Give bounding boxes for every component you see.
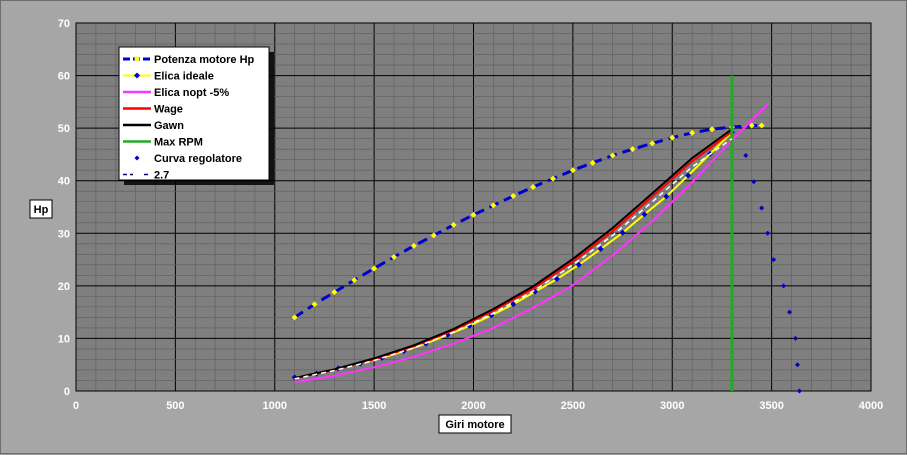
data-point xyxy=(589,159,596,166)
data-point xyxy=(470,211,477,218)
data-point xyxy=(641,211,648,218)
legend-label: Max RPM xyxy=(154,137,203,149)
y-tick-label: 70 xyxy=(58,18,70,30)
data-point xyxy=(351,277,358,284)
data-point xyxy=(748,122,755,129)
y-tick-label: 30 xyxy=(58,228,70,240)
data-point xyxy=(765,230,771,236)
data-point xyxy=(794,362,800,368)
y-tick-label: 10 xyxy=(58,333,70,345)
data-point xyxy=(781,283,787,289)
y-axis-title: Hp xyxy=(29,199,53,219)
x-tick-label: 3500 xyxy=(759,400,783,412)
legend-label: Curva regolatore xyxy=(154,153,242,165)
legend-entry: Curva regolatore xyxy=(134,153,242,165)
x-tick-label: 3000 xyxy=(660,400,684,412)
data-point xyxy=(510,301,517,308)
series-7 xyxy=(294,138,733,380)
y-axis-title-text: Hp xyxy=(34,204,49,216)
x-tick-label: 1500 xyxy=(362,400,386,412)
x-tick-label: 1000 xyxy=(263,400,287,412)
series-line xyxy=(294,138,733,380)
x-tick-label: 2000 xyxy=(461,400,485,412)
x-tick-label: 500 xyxy=(166,400,184,412)
x-tick-label: 2500 xyxy=(561,400,585,412)
data-point xyxy=(371,265,378,272)
y-tick-label: 20 xyxy=(58,281,70,293)
series-line xyxy=(294,128,733,379)
axis-layer: 0 500 1000 1500 2000 2500 3000 3500 4000 0 10 20 30 4… xyxy=(58,18,883,412)
x-tick-label: 4000 xyxy=(859,400,883,412)
y-tick-label: 50 xyxy=(58,123,70,135)
x-axis-title-text: Giri motore xyxy=(445,419,504,431)
data-point xyxy=(530,184,537,191)
data-point xyxy=(597,246,604,253)
legend-label: Wage xyxy=(154,104,183,116)
data-point xyxy=(709,126,715,133)
legend: Potenza motore Hp Elica ideale Elica nopt … xyxy=(118,46,274,185)
y-tick-label: 60 xyxy=(58,71,70,83)
data-point xyxy=(291,314,298,321)
legend-marker xyxy=(134,72,140,79)
data-point xyxy=(771,257,777,263)
data-point xyxy=(663,193,670,200)
data-point xyxy=(619,229,626,236)
legend-entry: Max RPM xyxy=(123,137,203,149)
data-point xyxy=(550,175,556,182)
data-point xyxy=(689,129,696,136)
series-4 xyxy=(294,128,733,379)
legend-box xyxy=(118,46,270,181)
legend-label: Potenza motore Hp xyxy=(154,54,255,66)
legend-entry: Elica nopt -5% xyxy=(123,87,229,99)
data-point xyxy=(490,202,497,209)
data-point xyxy=(510,192,517,199)
data-point xyxy=(430,232,437,239)
legend-label: Elica ideale xyxy=(154,71,214,83)
legend-items: Potenza motore Hp Elica ideale Elica nopt … xyxy=(123,54,255,182)
legend-entry: 2.7 xyxy=(123,170,169,182)
data-point xyxy=(450,221,457,228)
series-2 xyxy=(294,103,769,384)
data-point xyxy=(575,261,582,268)
data-point xyxy=(751,179,757,185)
data-point xyxy=(410,242,417,249)
legend-entry: Wage xyxy=(123,104,183,116)
legend-entry: Elica ideale xyxy=(123,71,214,83)
y-tick-label: 40 xyxy=(58,176,70,188)
legend-label: Gawn xyxy=(154,120,184,132)
data-point xyxy=(569,167,576,174)
data-point xyxy=(792,335,798,341)
data-point xyxy=(609,152,616,159)
legend-entry: Potenza motore Hp xyxy=(123,54,255,66)
data-point xyxy=(391,253,397,260)
data-point xyxy=(787,309,793,315)
legend-entry: Gawn xyxy=(123,120,184,132)
data-point xyxy=(743,152,749,158)
data-point xyxy=(759,205,765,211)
data-point xyxy=(629,146,636,153)
series-6 xyxy=(743,152,802,394)
legend-label: Elica nopt -5% xyxy=(154,87,229,99)
data-point xyxy=(669,134,676,141)
plot-frame xyxy=(75,22,872,392)
legend-marker xyxy=(134,155,140,161)
series-layer xyxy=(291,75,802,394)
x-tick-label: 0 xyxy=(73,400,79,412)
data-point xyxy=(553,276,560,283)
legend-marker xyxy=(134,56,140,62)
data-point xyxy=(331,289,338,296)
y-tick-label: 0 xyxy=(64,386,70,398)
data-point xyxy=(311,301,318,308)
x-axis-title: Giri motore xyxy=(438,414,512,434)
data-point xyxy=(758,122,765,129)
data-point xyxy=(685,172,692,179)
data-point xyxy=(796,388,802,394)
legend-label: 2.7 xyxy=(154,170,169,182)
series-line xyxy=(294,103,769,384)
data-point xyxy=(649,140,656,147)
